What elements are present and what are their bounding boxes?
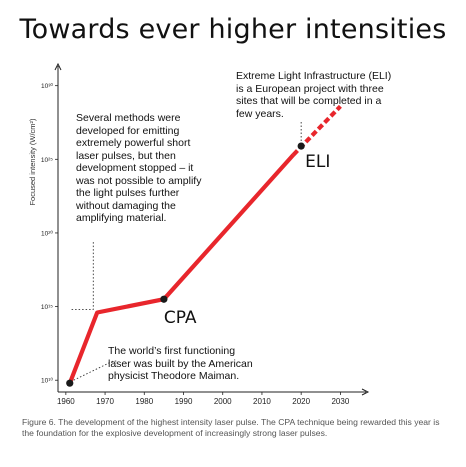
milestone-label-eli: ELI <box>305 152 330 172</box>
annotation-methods: Several methods were developed for emitt… <box>76 112 202 224</box>
y-axis-label: Focused intensity (W/cm²) <box>28 118 37 206</box>
milestone-marker <box>66 379 74 387</box>
x-tick-label: 1970 <box>96 397 114 406</box>
milestone-marker <box>160 295 168 303</box>
milestone-label-cpa: CPA <box>164 308 197 328</box>
x-tick-label: 2030 <box>331 397 349 406</box>
x-tick-label: 2010 <box>253 397 271 406</box>
y-tick-label: 10³⁰ <box>41 82 53 90</box>
annotation-guides <box>69 122 302 381</box>
y-tick-label: 10²⁰ <box>41 229 53 237</box>
x-axis-arrow <box>361 388 370 396</box>
milestone-markers <box>66 142 305 387</box>
x-tick-label: 1990 <box>175 397 193 406</box>
y-tick-label: 10¹⁰ <box>41 377 53 385</box>
y-tick-label: 10¹⁵ <box>41 304 53 311</box>
annotation-first-laser: The world’s first functioning laser was … <box>108 345 253 382</box>
intensity-line <box>67 153 295 384</box>
guide-first-laser <box>73 360 117 381</box>
x-tick-label: 1980 <box>135 397 153 406</box>
tick-labels: 1960 1970 1980 1990 2000 2010 2020 2030 10¹⁰ 10¹⁵… <box>41 82 350 406</box>
intensity-chart: 1960 1970 1980 1990 2000 2010 2020 2030 10¹⁰ 10¹⁵… <box>28 62 370 406</box>
chart-title: Towards ever higher intensities <box>19 14 447 45</box>
milestone-marker <box>297 142 305 150</box>
x-tick-label: 2000 <box>214 397 232 406</box>
chart-axes <box>54 62 370 396</box>
x-tick-label: 1960 <box>57 397 75 406</box>
y-tick-label: 10²⁵ <box>41 157 53 164</box>
milestone-labels: CPA ELI <box>164 152 331 328</box>
y-axis-arrow <box>54 62 62 71</box>
guide-methods <box>69 242 94 310</box>
x-tick-label: 2020 <box>292 397 310 406</box>
annotation-eli: Extreme Light Infrastructure (ELI) is a … <box>236 70 392 120</box>
figure-caption: Figure 6. The development of the highest… <box>22 417 440 438</box>
